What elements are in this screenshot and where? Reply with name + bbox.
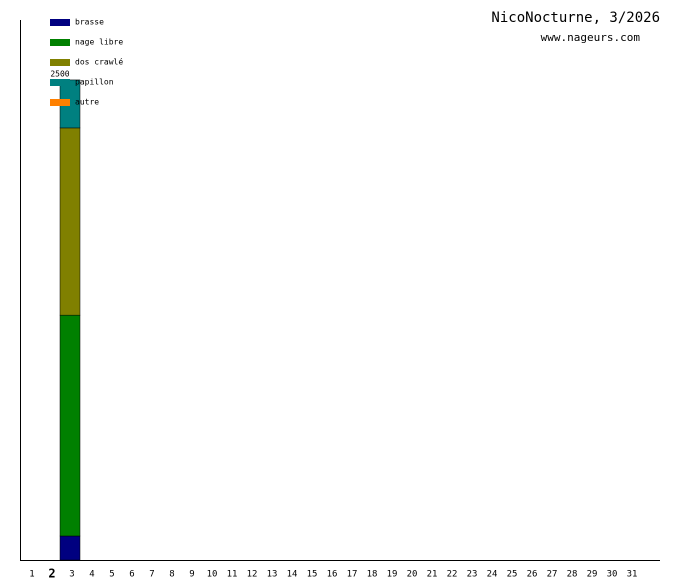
legend-swatch: [50, 19, 70, 26]
x-tick-label: 3: [69, 570, 74, 580]
x-tick-label: 5: [109, 570, 114, 580]
x-tick-label: 14: [287, 570, 298, 580]
x-tick-label: 18: [367, 570, 378, 580]
x-tick-label: 1: [29, 570, 34, 580]
x-tick-label: 29: [587, 570, 598, 580]
chart-subtitle: www.nageurs.com: [541, 31, 641, 44]
x-tick-label: 28: [567, 570, 578, 580]
legend-label: papillon: [75, 78, 114, 87]
x-tick-label: 8: [169, 570, 174, 580]
legend-label: brasse: [75, 18, 104, 27]
bar-segment: [59, 314, 81, 537]
x-tick-label: 7: [149, 570, 154, 580]
x-tick-label: 13: [267, 570, 278, 580]
legend-swatch: [50, 39, 70, 46]
x-tick-label: 11: [227, 570, 238, 580]
x-tick-label: 2: [48, 567, 55, 580]
x-tick-label: 10: [207, 570, 218, 580]
x-tick-label: 17: [347, 570, 358, 580]
legend-label: nage libre: [75, 38, 123, 47]
x-tick-label: 27: [547, 570, 558, 580]
chart-title: NicoNocturne, 3/2026: [491, 10, 660, 26]
x-tick-label: 12: [247, 570, 258, 580]
bar-segment: [59, 535, 81, 561]
x-tick-label: 26: [527, 570, 538, 580]
x-tick-label: 4: [89, 570, 94, 580]
x-tick-label: 31: [627, 570, 638, 580]
legend-swatch: [50, 79, 70, 86]
x-tick-label: 22: [447, 570, 458, 580]
x-tick-label: 21: [427, 570, 438, 580]
x-tick-label: 23: [467, 570, 478, 580]
x-tick-label: 15: [307, 570, 318, 580]
x-tick-label: 6: [129, 570, 134, 580]
x-tick-label: 30: [607, 570, 618, 580]
x-tick-label: 19: [387, 570, 398, 580]
x-tick-label: 24: [487, 570, 498, 580]
total-label: 2500: [50, 69, 69, 78]
x-tick-label: 9: [189, 570, 194, 580]
x-tick-label: 16: [327, 570, 338, 580]
legend-label: dos crawlé: [75, 57, 123, 67]
x-tick-label: 25: [507, 570, 518, 580]
legend-swatch: [50, 59, 70, 66]
legend-label: autre: [75, 98, 99, 107]
x-tick-label: 20: [407, 570, 418, 580]
bar-segment: [59, 127, 81, 316]
legend-swatch: [50, 99, 70, 106]
